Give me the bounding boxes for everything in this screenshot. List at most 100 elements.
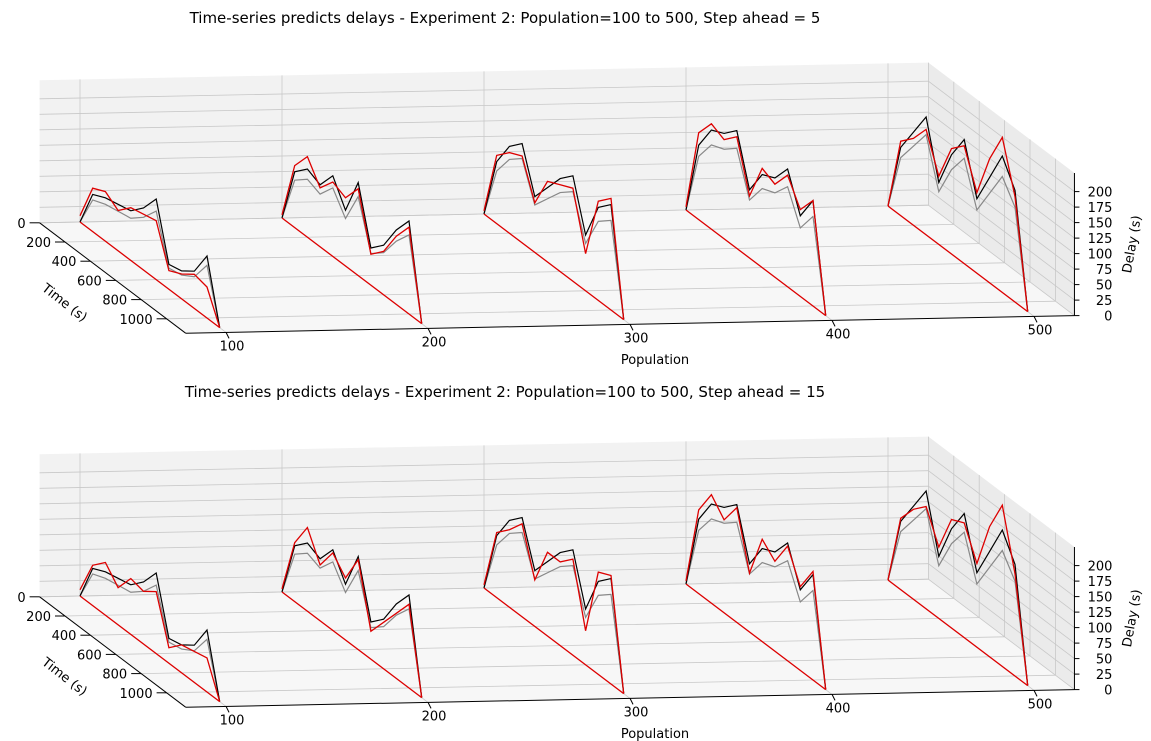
time-axis-line xyxy=(39,222,186,334)
time-tick-label: 0 xyxy=(17,591,25,606)
gridline xyxy=(928,204,1075,316)
secondary-line-pop-500 xyxy=(887,507,1029,686)
chart-panel-step15: Time-series predicts delays - Experiment… xyxy=(17,383,1145,741)
time-tick-label: 400 xyxy=(52,629,77,644)
baseline-pop-100 xyxy=(79,595,221,703)
gridline xyxy=(39,454,929,474)
baseline-pop-400 xyxy=(685,583,827,691)
population-tick-label: 400 xyxy=(826,327,851,342)
population-tick xyxy=(831,694,836,701)
baseline-pop-300 xyxy=(483,587,625,695)
gridline xyxy=(39,470,929,489)
population-tick xyxy=(225,706,230,713)
delay-axis-label: Delay (s) xyxy=(1120,588,1145,648)
secondary-line-pop-300 xyxy=(483,157,625,320)
actual-delay-line-pop-200 xyxy=(281,168,423,324)
gridline xyxy=(928,111,1075,223)
gridline xyxy=(928,470,1075,582)
gridline xyxy=(928,563,1075,675)
delay-tick-label: 25 xyxy=(1096,668,1113,683)
baseline-pop-300 xyxy=(483,213,625,321)
gridline xyxy=(928,454,1075,566)
delay-tick-label: 75 xyxy=(1096,263,1113,278)
gridline xyxy=(39,485,929,505)
delay-tick-label: 175 xyxy=(1088,575,1113,590)
population-tick-label: 500 xyxy=(1028,697,1053,712)
population-tick xyxy=(629,698,634,705)
delay-tick-label: 150 xyxy=(1088,591,1113,606)
gridline xyxy=(39,563,929,582)
population-tick-label: 100 xyxy=(220,339,245,354)
delay-tick-label: 200 xyxy=(1088,186,1113,201)
predicted-delay-line-pop-500 xyxy=(887,503,1029,686)
delay-tick-label: 100 xyxy=(1088,622,1113,637)
delay-tick-label: 50 xyxy=(1096,279,1113,294)
predicted-delay-line-pop-100 xyxy=(79,561,221,702)
chart-title: Time-series predicts delays - Experiment… xyxy=(189,9,821,27)
time-tick-label: 800 xyxy=(102,294,127,309)
secondary-line-pop-200 xyxy=(281,178,423,324)
time-tick-label: 200 xyxy=(26,236,51,251)
delay-tick-label: 150 xyxy=(1088,217,1113,232)
predicted-delay-line-pop-300 xyxy=(483,151,625,320)
gridline xyxy=(928,127,1075,239)
actual-delay-line-pop-100 xyxy=(79,193,221,328)
baseline-pop-100 xyxy=(79,221,221,329)
population-tick-label: 200 xyxy=(422,709,447,724)
gridline xyxy=(928,189,1075,301)
baseline-pop-500 xyxy=(887,579,1029,687)
side-pane xyxy=(928,62,1075,316)
delay-tick-label: 75 xyxy=(1096,637,1113,652)
time-tick-label: 0 xyxy=(17,217,25,232)
baseline-pop-200 xyxy=(281,217,423,325)
secondary-line-pop-100 xyxy=(79,199,221,328)
gridline xyxy=(928,142,1075,254)
gridline xyxy=(928,547,1075,659)
time-tick-label: 400 xyxy=(52,255,77,270)
baseline-pop-200 xyxy=(281,591,423,699)
delay-tick-label: 125 xyxy=(1088,232,1113,247)
predicted-delay-line-pop-200 xyxy=(281,526,423,698)
predicted-delay-line-pop-500 xyxy=(887,128,1029,312)
predicted-delay-line-pop-200 xyxy=(281,155,423,324)
gridline xyxy=(39,516,929,536)
gridline xyxy=(39,158,929,177)
time-tick-label: 800 xyxy=(102,668,127,683)
gridline xyxy=(39,547,929,567)
population-tick xyxy=(225,332,230,339)
secondary-line-pop-500 xyxy=(887,133,1029,312)
gridline xyxy=(39,532,929,551)
population-tick xyxy=(427,328,432,335)
secondary-line-pop-400 xyxy=(685,144,827,316)
population-tick-label: 400 xyxy=(826,701,851,716)
delay-tick-label: 0 xyxy=(1104,684,1112,699)
population-tick xyxy=(629,324,634,331)
population-tick-label: 100 xyxy=(220,713,245,728)
gridline xyxy=(928,516,1075,628)
time-tick-label: 200 xyxy=(26,610,51,625)
population-tick-label: 300 xyxy=(624,705,649,720)
population-tick-label: 500 xyxy=(1028,323,1053,338)
gridline xyxy=(39,142,929,162)
population-axis-label: Population xyxy=(621,727,689,741)
secondary-line-pop-100 xyxy=(79,573,221,702)
delay-tick-label: 50 xyxy=(1096,653,1113,668)
population-tick xyxy=(831,320,836,327)
gridline xyxy=(39,80,929,100)
gridline xyxy=(928,532,1075,644)
gridline xyxy=(928,80,1075,192)
delay-tick-label: 25 xyxy=(1096,294,1113,309)
secondary-line-pop-200 xyxy=(281,552,423,698)
population-axis-label: Population xyxy=(621,353,689,368)
chart-title: Time-series predicts delays - Experiment… xyxy=(184,383,825,401)
side-pane xyxy=(928,436,1075,690)
gridline xyxy=(928,158,1075,270)
actual-delay-line-pop-100 xyxy=(79,567,221,702)
population-tick xyxy=(1033,316,1038,323)
delay-tick-label: 0 xyxy=(1104,310,1112,325)
population-tick xyxy=(1033,690,1038,697)
gridline xyxy=(39,189,929,208)
chart-panel-step5: Time-series predicts delays - Experiment… xyxy=(17,9,1145,368)
secondary-line-pop-300 xyxy=(483,531,625,694)
predicted-delay-line-pop-400 xyxy=(685,122,827,316)
